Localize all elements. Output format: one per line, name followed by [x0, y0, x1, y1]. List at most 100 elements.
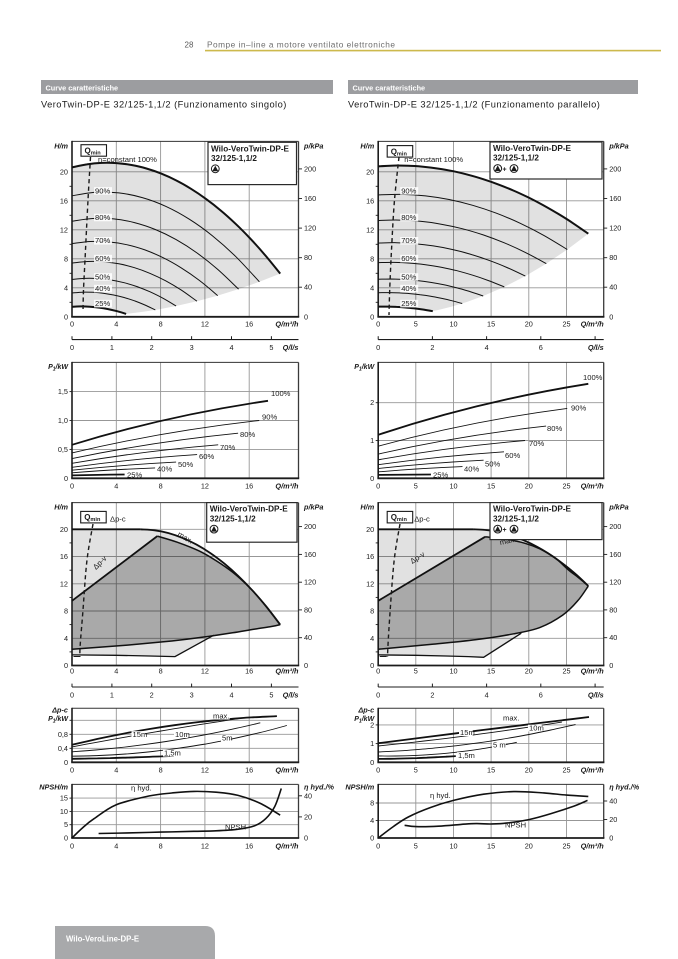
- svg-text:0: 0: [64, 312, 68, 321]
- svg-text:16: 16: [60, 552, 68, 561]
- svg-text:10: 10: [449, 320, 457, 329]
- svg-text:2: 2: [150, 343, 154, 352]
- svg-text:0: 0: [70, 667, 74, 676]
- svg-text:0: 0: [64, 758, 68, 767]
- svg-text:80: 80: [609, 253, 617, 262]
- svg-text:Δp-c: Δp-c: [51, 706, 68, 715]
- svg-text:1,0: 1,0: [58, 416, 68, 425]
- svg-text:4: 4: [485, 691, 489, 700]
- svg-text:Q/m³/h: Q/m³/h: [275, 766, 299, 775]
- svg-text:120: 120: [609, 224, 621, 233]
- svg-text:0: 0: [370, 474, 374, 483]
- svg-text:Curve caratteristiche: Curve caratteristiche: [353, 83, 426, 92]
- svg-text:25: 25: [562, 667, 570, 676]
- svg-text:5: 5: [414, 667, 418, 676]
- svg-text:0: 0: [304, 661, 308, 670]
- svg-text:200: 200: [609, 164, 621, 173]
- svg-text:40%: 40%: [95, 284, 110, 293]
- svg-text:16: 16: [245, 482, 253, 491]
- svg-text:60%: 60%: [401, 254, 416, 263]
- svg-text:4: 4: [114, 766, 118, 775]
- svg-text:90%: 90%: [95, 186, 110, 195]
- svg-text:0: 0: [370, 312, 374, 321]
- svg-text:P1/kW: P1/kW: [354, 716, 375, 724]
- svg-text:0,5: 0,5: [58, 445, 68, 454]
- svg-text:160: 160: [304, 194, 316, 203]
- svg-text:8: 8: [370, 607, 374, 616]
- svg-text:120: 120: [609, 578, 621, 587]
- svg-text:16: 16: [245, 667, 253, 676]
- svg-text:H/m: H/m: [360, 142, 374, 151]
- svg-text:NPSH: NPSH: [505, 821, 526, 830]
- svg-text:1: 1: [370, 436, 374, 445]
- svg-text:16: 16: [245, 320, 253, 329]
- svg-text:20: 20: [525, 667, 533, 676]
- svg-text:80%: 80%: [95, 213, 110, 222]
- svg-text:0: 0: [304, 312, 308, 321]
- svg-text:VeroTwin-DP-E 32/125-1,1/2 (Fu: VeroTwin-DP-E 32/125-1,1/2 (Funzionament…: [348, 99, 600, 109]
- svg-text:50%: 50%: [485, 460, 500, 469]
- svg-text:Q/m³/h: Q/m³/h: [275, 842, 299, 851]
- svg-text:50%: 50%: [95, 272, 110, 281]
- svg-text:10: 10: [449, 667, 457, 676]
- svg-text:15: 15: [487, 842, 495, 851]
- svg-text:20: 20: [525, 482, 533, 491]
- svg-text:0: 0: [64, 661, 68, 670]
- svg-text:0: 0: [609, 661, 613, 670]
- svg-text:15: 15: [487, 482, 495, 491]
- svg-text:16: 16: [245, 842, 253, 851]
- svg-text:80%: 80%: [240, 430, 255, 439]
- svg-text:4: 4: [370, 283, 374, 292]
- svg-text:n=constant 100%: n=constant 100%: [404, 155, 463, 164]
- svg-text:70%: 70%: [529, 439, 544, 448]
- svg-text:0: 0: [376, 482, 380, 491]
- svg-text:160: 160: [304, 550, 316, 559]
- svg-text:8: 8: [159, 667, 163, 676]
- svg-text:Q/m³/h: Q/m³/h: [581, 320, 605, 329]
- svg-text:0: 0: [609, 312, 613, 321]
- svg-text:12: 12: [366, 225, 374, 234]
- svg-text:6: 6: [539, 691, 543, 700]
- svg-text:20: 20: [60, 167, 68, 176]
- svg-text:0: 0: [70, 482, 74, 491]
- svg-text:12: 12: [201, 766, 209, 775]
- svg-text:Q/m³/h: Q/m³/h: [275, 482, 299, 491]
- svg-text:80%: 80%: [401, 213, 416, 222]
- svg-text:25: 25: [562, 320, 570, 329]
- svg-text:Q/m³/h: Q/m³/h: [581, 766, 605, 775]
- svg-text:90%: 90%: [401, 186, 416, 195]
- svg-text:12: 12: [60, 579, 68, 588]
- svg-text:5: 5: [269, 691, 273, 700]
- svg-text:0: 0: [70, 842, 74, 851]
- svg-text:8: 8: [159, 482, 163, 491]
- svg-text:4: 4: [64, 283, 68, 292]
- svg-text:4: 4: [64, 634, 68, 643]
- svg-text:15m: 15m: [460, 728, 475, 737]
- svg-text:Q/m³/h: Q/m³/h: [275, 320, 299, 329]
- svg-text:60%: 60%: [505, 451, 520, 460]
- svg-text:16: 16: [245, 766, 253, 775]
- svg-text:0: 0: [70, 343, 74, 352]
- svg-text:80: 80: [304, 605, 312, 614]
- svg-text:16: 16: [366, 196, 374, 205]
- svg-text:25: 25: [562, 766, 570, 775]
- svg-text:3: 3: [190, 343, 194, 352]
- svg-text:15: 15: [487, 320, 495, 329]
- svg-text:50%: 50%: [401, 272, 416, 281]
- svg-text:0: 0: [376, 842, 380, 851]
- svg-text:Wilo-VeroTwin-DP-E: Wilo-VeroTwin-DP-E: [210, 505, 289, 514]
- svg-text:2: 2: [430, 343, 434, 352]
- svg-text:40: 40: [304, 633, 312, 642]
- svg-text:40%: 40%: [401, 284, 416, 293]
- svg-text:10: 10: [60, 807, 68, 816]
- svg-text:max.: max.: [213, 712, 229, 721]
- svg-text:20: 20: [60, 525, 68, 534]
- svg-text:40%: 40%: [464, 465, 479, 474]
- svg-text:15: 15: [60, 794, 68, 803]
- svg-text:28: 28: [185, 40, 194, 49]
- svg-text:70%: 70%: [401, 236, 416, 245]
- svg-text:32/125-1,1/2: 32/125-1,1/2: [493, 514, 539, 523]
- svg-text:p/kPa: p/kPa: [608, 142, 628, 151]
- svg-text:5: 5: [414, 320, 418, 329]
- svg-text:Q/m³/h: Q/m³/h: [581, 667, 605, 676]
